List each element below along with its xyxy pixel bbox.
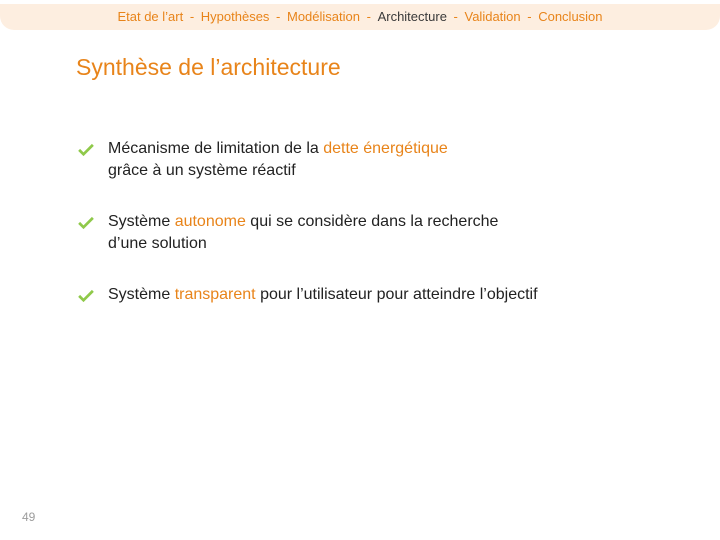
bullet-pre: Mécanisme de limitation de la	[108, 140, 323, 157]
breadcrumb-separator: -	[450, 9, 462, 24]
bullet-line2: d’une solution	[108, 235, 207, 252]
bullet-text: Mécanisme de limitation de la dette éner…	[108, 138, 448, 181]
page-number: 49	[22, 510, 35, 524]
breadcrumb-separator: -	[272, 9, 284, 24]
breadcrumb-item-active: Architecture	[378, 9, 447, 24]
breadcrumb-separator: -	[363, 9, 375, 24]
check-icon	[76, 140, 100, 165]
breadcrumb-item: Modélisation	[287, 9, 360, 24]
bullet-pre: Système	[108, 286, 175, 303]
bullet-highlight: autonome	[175, 213, 246, 230]
breadcrumb-item: Etat de l’art	[117, 9, 183, 24]
bullet-highlight: dette énergétique	[323, 140, 448, 157]
breadcrumb-separator: -	[186, 9, 198, 24]
breadcrumb-item: Validation	[465, 9, 521, 24]
bullet-item: Système transparent pour l’utilisateur p…	[76, 284, 660, 311]
slide-title: Synthèse de l’architecture	[76, 54, 341, 81]
breadcrumb: Etat de l’art - Hypothèses - Modélisatio…	[0, 4, 720, 30]
bullet-text: Système transparent pour l’utilisateur p…	[108, 284, 538, 306]
breadcrumb-item: Conclusion	[538, 9, 602, 24]
check-icon	[76, 213, 100, 238]
bullet-text: Système autonome qui se considère dans l…	[108, 211, 498, 254]
bullet-post: qui se considère dans la recherche	[246, 213, 499, 230]
bullet-highlight: transparent	[175, 286, 256, 303]
bullet-item: Mécanisme de limitation de la dette éner…	[76, 138, 660, 181]
bullet-item: Système autonome qui se considère dans l…	[76, 211, 660, 254]
check-icon	[76, 286, 100, 311]
breadcrumb-separator: -	[524, 9, 536, 24]
bullet-list: Mécanisme de limitation de la dette éner…	[76, 138, 660, 341]
bullet-pre: Système	[108, 213, 175, 230]
bullet-post: pour l’utilisateur pour atteindre l’obje…	[256, 286, 538, 303]
bullet-line2: grâce à un système réactif	[108, 162, 296, 179]
slide: Etat de l’art - Hypothèses - Modélisatio…	[0, 0, 720, 540]
breadcrumb-item: Hypothèses	[201, 9, 270, 24]
